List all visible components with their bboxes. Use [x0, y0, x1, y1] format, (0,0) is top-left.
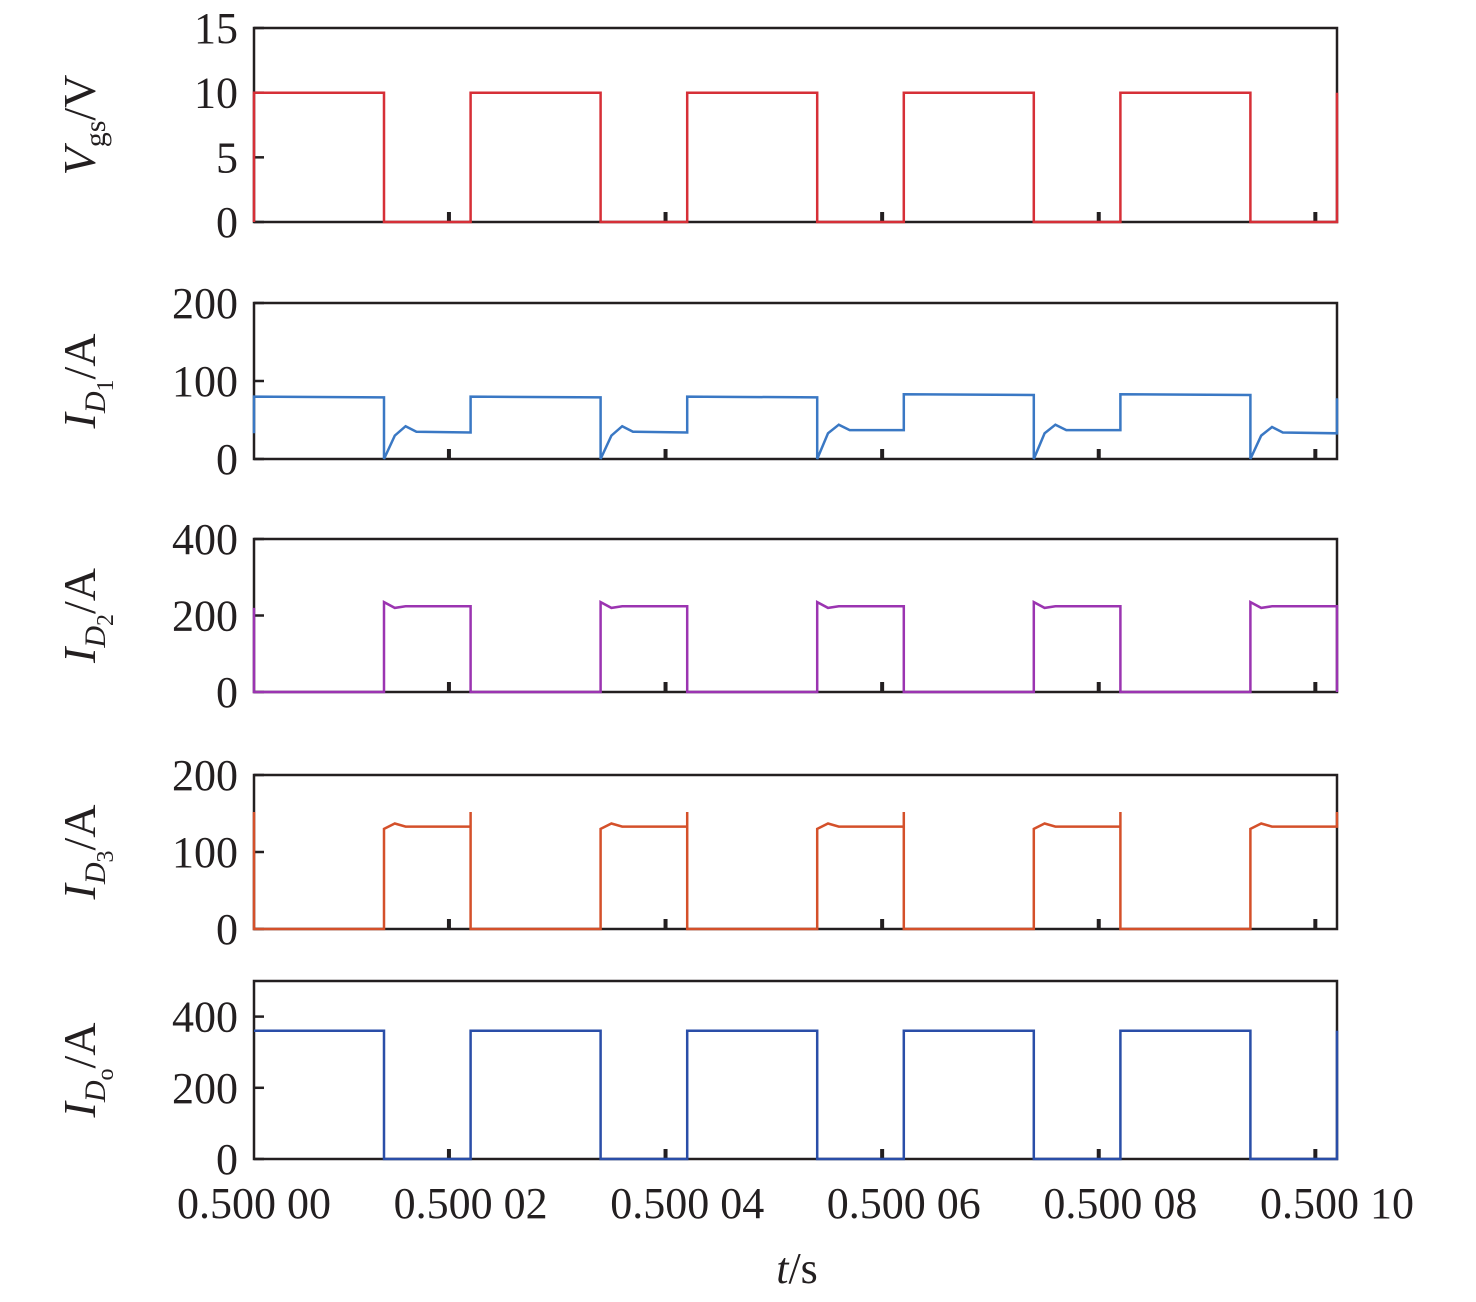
- panel-id1: 0 100 200 ID1/A: [54, 279, 1339, 484]
- panel-id3: 0 100 200 ID3/A: [54, 751, 1339, 954]
- x-axis-label-unit: /s: [788, 1244, 817, 1293]
- y-tick-label: 200: [172, 1064, 238, 1113]
- x-axis-label: t/s: [776, 1244, 818, 1293]
- x-tick-label: 0.500 00: [177, 1179, 331, 1228]
- x-tick-label: 0.500 08: [1043, 1179, 1197, 1228]
- y-tick-label: 15: [194, 4, 238, 53]
- panel-id2: 0 200 400 ID2/A: [54, 515, 1339, 717]
- y-label-sub: gs: [79, 121, 112, 148]
- y-label-sub: D: [79, 391, 112, 414]
- y-tick-label: 0: [216, 905, 238, 954]
- series-line-id2: [252, 600, 1339, 694]
- y-tick-label: 200: [172, 751, 238, 800]
- panel-frame: [252, 26, 1339, 224]
- series-line-ido: [254, 1029, 1339, 1161]
- y-label-sub: D: [79, 1080, 112, 1103]
- y-tick-label: 0: [216, 198, 238, 247]
- y-label-subsub: 3: [93, 851, 119, 863]
- y-label-unit: /A: [54, 1023, 105, 1069]
- x-tick-label: 0.500 04: [610, 1179, 764, 1228]
- y-axis-label-id2: ID2/A: [54, 568, 119, 664]
- y-label-main: V: [54, 142, 105, 175]
- y-label-main: I: [54, 882, 105, 901]
- panel-frame: [252, 301, 1339, 461]
- series-line-vgs: [252, 91, 1339, 224]
- y-label-main: I: [54, 645, 105, 664]
- y-tick-label: 200: [172, 279, 238, 328]
- x-tick-label: 0.500 06: [827, 1179, 981, 1228]
- y-tick-label: 0: [216, 668, 238, 717]
- x-axis-label-italic: t: [776, 1244, 790, 1293]
- y-axis-label-id3: ID3/A: [54, 805, 119, 901]
- y-tick-label: 100: [172, 828, 238, 877]
- x-tick-label: 0.500 10: [1260, 1179, 1414, 1228]
- panel-frame: [252, 979, 1339, 1161]
- y-label-sub: D: [79, 862, 112, 885]
- y-axis-label-vgs: Vgs/V: [54, 75, 112, 176]
- y-tick-label: 200: [172, 592, 238, 641]
- y-axis-label-id1: ID1/A: [54, 334, 119, 430]
- x-tick-label: 0.500 02: [394, 1179, 548, 1228]
- series-line-id1: [252, 393, 1339, 460]
- series-line-id3: [252, 812, 1339, 931]
- y-label-subsub: o: [93, 1069, 119, 1081]
- panel-frame: [252, 537, 1339, 694]
- y-axis-label-ido: IDo/A: [54, 1023, 119, 1119]
- panel-vgs: 0 5 10 15 Vgs/V: [54, 4, 1339, 247]
- y-label-unit: /A: [54, 568, 105, 614]
- y-tick-label: 100: [172, 357, 238, 406]
- y-label-subsub: 1: [93, 380, 119, 392]
- y-label-unit: /A: [54, 334, 105, 380]
- panel-ido: 0 200 400 IDo/A: [54, 979, 1339, 1184]
- y-tick-label: 0: [216, 435, 238, 484]
- y-label-main: I: [54, 411, 105, 430]
- y-label-unit: /V: [54, 75, 105, 121]
- y-label-subsub: 2: [93, 614, 119, 626]
- y-tick-label: 400: [172, 515, 238, 564]
- y-tick-label: 400: [172, 993, 238, 1042]
- y-label-main: I: [54, 1100, 105, 1119]
- y-tick-label: 5: [216, 133, 238, 182]
- y-label-unit: /A: [54, 805, 105, 851]
- panel-frame: [252, 773, 1339, 931]
- y-label-sub: D: [79, 626, 112, 649]
- y-tick-label: 10: [194, 69, 238, 118]
- y-tick-label: 0: [216, 1135, 238, 1184]
